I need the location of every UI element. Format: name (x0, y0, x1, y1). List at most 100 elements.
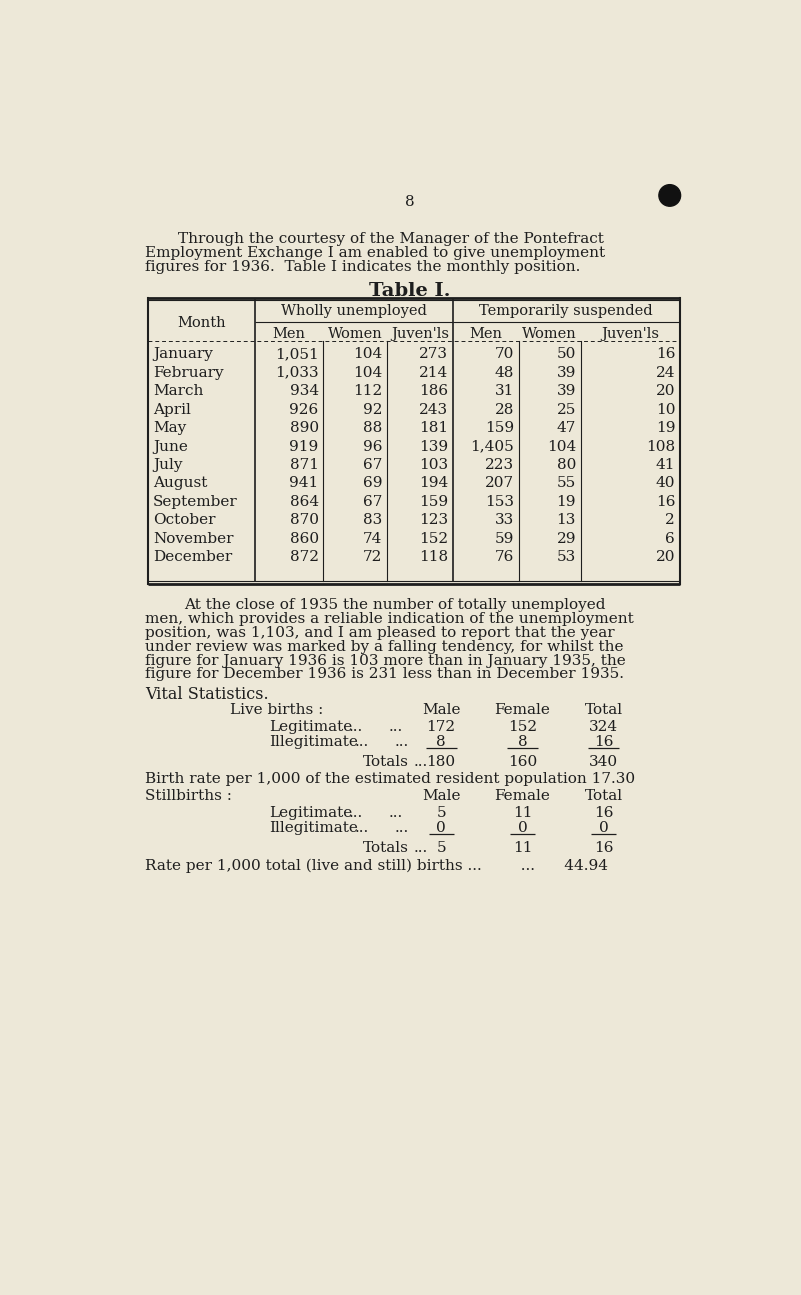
Text: January: January (153, 347, 213, 361)
Text: September: September (153, 495, 238, 509)
Text: Men: Men (469, 328, 502, 341)
Text: 13: 13 (557, 513, 576, 527)
Text: November: November (153, 532, 233, 546)
Text: Juven'ls: Juven'ls (391, 328, 449, 341)
Text: 186: 186 (419, 385, 448, 398)
Text: 55: 55 (557, 477, 576, 491)
Text: 69: 69 (363, 477, 382, 491)
Text: 5: 5 (437, 805, 446, 820)
Text: July: July (153, 458, 183, 471)
Text: Through the courtesy of the Manager of the Pontefract: Through the courtesy of the Manager of t… (178, 232, 603, 246)
Text: 0: 0 (437, 821, 446, 835)
Text: 11: 11 (513, 805, 532, 820)
Text: 194: 194 (419, 477, 448, 491)
Text: under review was marked by a falling tendency, for whilst the: under review was marked by a falling ten… (145, 640, 623, 654)
Text: ...: ... (388, 805, 403, 820)
Text: 8: 8 (517, 736, 527, 750)
Text: 273: 273 (419, 347, 448, 361)
Text: 33: 33 (495, 513, 514, 527)
Text: 29: 29 (557, 532, 576, 546)
Text: 88: 88 (363, 421, 382, 435)
Text: Illegitimate: Illegitimate (269, 821, 358, 835)
Text: Men: Men (272, 328, 306, 341)
Circle shape (659, 185, 681, 206)
Text: 74: 74 (363, 532, 382, 546)
Text: 5: 5 (437, 842, 446, 856)
Text: 16: 16 (594, 842, 614, 856)
Text: 172: 172 (427, 720, 456, 734)
Text: Female: Female (494, 789, 550, 803)
Text: October: October (153, 513, 215, 527)
Text: 181: 181 (419, 421, 448, 435)
Text: 0: 0 (599, 821, 609, 835)
Text: 25: 25 (557, 403, 576, 417)
Text: ...: ... (388, 720, 403, 734)
Text: 53: 53 (557, 550, 576, 565)
Text: 864: 864 (289, 495, 319, 509)
Text: 104: 104 (353, 365, 382, 379)
Text: Vital Statistics.: Vital Statistics. (145, 686, 268, 703)
Text: Rate per 1,000 total (live and still) births ...        ...      44.94: Rate per 1,000 total (live and still) bi… (145, 859, 608, 873)
Text: 39: 39 (557, 365, 576, 379)
Text: 92: 92 (363, 403, 382, 417)
Text: 19: 19 (656, 421, 675, 435)
Text: 243: 243 (419, 403, 448, 417)
Text: 39: 39 (557, 385, 576, 398)
Text: 112: 112 (353, 385, 382, 398)
Text: Total: Total (585, 703, 623, 717)
Text: 159: 159 (419, 495, 448, 509)
Text: 108: 108 (646, 439, 675, 453)
Text: June: June (153, 439, 187, 453)
Text: Women: Women (328, 328, 382, 341)
Text: 160: 160 (508, 755, 537, 769)
Text: 8: 8 (405, 196, 415, 210)
Text: men, which provides a reliable indication of the unemployment: men, which provides a reliable indicatio… (145, 613, 634, 625)
Text: May: May (153, 421, 186, 435)
Text: 926: 926 (289, 403, 319, 417)
Text: 103: 103 (419, 458, 448, 471)
Text: 340: 340 (590, 755, 618, 769)
Text: 72: 72 (363, 550, 382, 565)
Text: 16: 16 (656, 495, 675, 509)
Text: Women: Women (522, 328, 577, 341)
Text: Table I.: Table I. (369, 282, 451, 300)
Text: 324: 324 (590, 720, 618, 734)
Text: Juven'ls: Juven'ls (602, 328, 659, 341)
Text: Totals: Totals (363, 842, 409, 856)
Text: 16: 16 (594, 805, 614, 820)
Text: 941: 941 (289, 477, 319, 491)
Text: position, was 1,103, and I am pleased to report that the year: position, was 1,103, and I am pleased to… (145, 625, 614, 640)
Text: Employment Exchange I am enabled to give unemployment: Employment Exchange I am enabled to give… (145, 246, 606, 260)
Text: 871: 871 (290, 458, 319, 471)
Text: 139: 139 (419, 439, 448, 453)
Text: 1,051: 1,051 (275, 347, 319, 361)
Text: 6: 6 (666, 532, 675, 546)
Text: Total: Total (585, 789, 623, 803)
Text: 31: 31 (494, 385, 514, 398)
Text: 24: 24 (656, 365, 675, 379)
Text: Birth rate per 1,000 of the estimated resident population 17.30: Birth rate per 1,000 of the estimated re… (145, 772, 635, 786)
Text: 152: 152 (508, 720, 537, 734)
Text: 870: 870 (290, 513, 319, 527)
Text: 50: 50 (557, 347, 576, 361)
Text: 152: 152 (419, 532, 448, 546)
Text: 40: 40 (656, 477, 675, 491)
Text: 104: 104 (547, 439, 576, 453)
Text: 0: 0 (517, 821, 527, 835)
Text: 123: 123 (419, 513, 448, 527)
Text: 104: 104 (353, 347, 382, 361)
Text: Stillbirths :: Stillbirths : (145, 789, 232, 803)
Text: ...: ... (413, 842, 428, 856)
Text: 10: 10 (656, 403, 675, 417)
Text: 47: 47 (557, 421, 576, 435)
Text: Live births :: Live births : (231, 703, 324, 717)
Text: ...: ... (395, 821, 409, 835)
Text: ...: ... (348, 720, 362, 734)
Text: Month: Month (177, 316, 226, 330)
Text: March: March (153, 385, 203, 398)
Text: 96: 96 (363, 439, 382, 453)
Text: 80: 80 (557, 458, 576, 471)
Text: Temporarily suspended: Temporarily suspended (480, 304, 653, 319)
Text: ...: ... (354, 736, 368, 750)
Text: ...: ... (413, 755, 428, 769)
